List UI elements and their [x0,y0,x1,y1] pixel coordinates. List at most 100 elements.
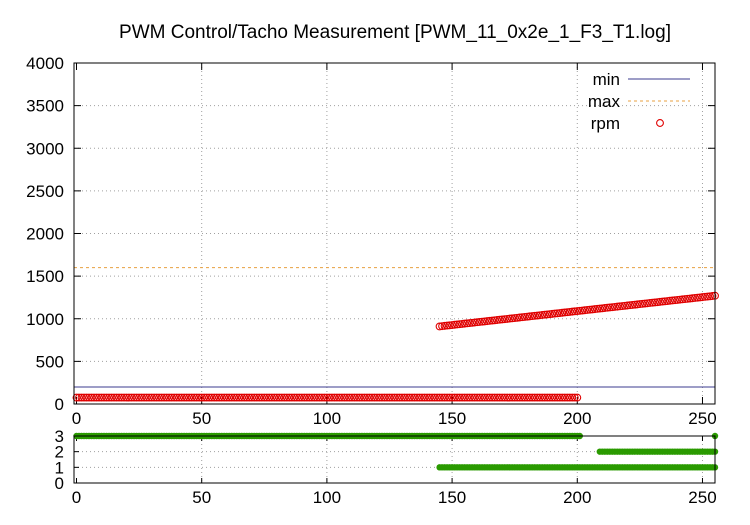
rpm-point [105,393,114,402]
rpm-point [510,393,519,402]
rpm-point [508,314,517,323]
rpm-point [410,393,419,402]
rpm-point [598,304,607,313]
rpm-point [500,315,509,324]
rpm-point [703,292,712,301]
rpm-point [237,393,246,402]
rpm-point [330,393,339,402]
rpm-point [230,393,239,402]
rpm-point [307,393,316,402]
rpm-point [292,393,301,402]
rpm-point [267,393,276,402]
rpm-point [172,393,181,402]
rpm-point [475,393,484,402]
rpm-point [315,393,324,402]
rpm-point [335,393,344,402]
rpm-point [535,311,544,320]
rpm-point [568,307,577,316]
rpm-point [107,393,116,402]
rpm-point [192,393,201,402]
rpm-point [165,393,174,402]
rpm-point [185,393,194,402]
rpm-point [87,393,96,402]
rpm-point [485,393,494,402]
rpm-point [195,393,204,402]
rpm-point [523,393,532,402]
rpm-point [448,321,457,329]
rpm-point [117,393,126,402]
x-tick-label: 100 [313,488,341,507]
rpm-point [400,393,409,402]
rpm-point [310,393,319,402]
rpm-point [520,393,529,402]
y-tick-label: 3500 [26,97,64,116]
y-tick-label: 1 [55,458,64,477]
rpm-point [673,295,682,304]
rpm-point [620,301,629,310]
rpm-point [418,393,426,402]
x-tick-label: 50 [192,409,211,428]
rpm-point [408,393,416,402]
rpm-point [390,393,399,402]
rpm-point [525,312,534,321]
rpm-point [190,393,199,402]
y-tick-label: 0 [55,474,64,493]
rpm-point [125,393,134,402]
rpm-point [498,315,507,324]
rpm-point [383,393,391,402]
legend-label-rpm: rpm [591,114,620,133]
rpm-point [325,393,334,402]
rpm-point [595,304,604,313]
rpm-point [548,309,557,318]
rpm-point [610,302,619,311]
rpm-point [488,316,497,325]
rpm-point [435,393,444,402]
x-tick-label: 200 [563,488,591,507]
rpm-point [530,311,539,320]
rpm-point [77,393,86,402]
rpm-point [693,293,702,302]
rpm-point [157,393,166,402]
rpm-point [543,310,552,319]
rpm-x-axis: 0 50 100 150 200 250 [72,63,717,428]
rpm-point [465,393,474,402]
chart-title: PWM Control/Tacho Measurement [PWM_11_0x… [119,22,671,43]
rpm-point [648,298,657,307]
rpm-point [155,393,164,402]
rpm-point [523,312,532,321]
rpm-point [698,293,707,302]
rpm-point [538,311,547,319]
rpm-point [470,318,479,327]
rpm-point [583,306,592,314]
rpm-point [147,393,156,402]
rpm-point [252,393,261,402]
rpm-point [300,393,309,402]
rpm-point [280,393,289,402]
rpm-point [455,320,464,329]
y-tick-label: 3 [55,427,64,446]
rpm-point [585,305,594,314]
rpm-point [683,294,692,303]
rpm-point [628,300,637,309]
rpm-point [215,393,224,402]
rpm-point [505,393,514,402]
rpm-point [290,393,299,402]
x-tick-label: 250 [688,409,716,428]
rpm-point [250,393,259,402]
rpm-point [355,393,364,402]
rpm-point [478,317,487,326]
rpm-point [545,310,554,319]
rpm-point [242,393,251,402]
rpm-point [460,319,469,328]
rpm-point [493,393,502,402]
rpm-point [150,393,159,402]
rpm-point [505,314,514,323]
rpm-point [630,300,639,309]
rpm-point [535,393,544,402]
rpm-point [257,393,266,402]
rpm-point [102,393,111,402]
y-tick-label: 3000 [26,139,64,158]
rpm-point [701,292,709,301]
rpm-point [375,393,384,402]
